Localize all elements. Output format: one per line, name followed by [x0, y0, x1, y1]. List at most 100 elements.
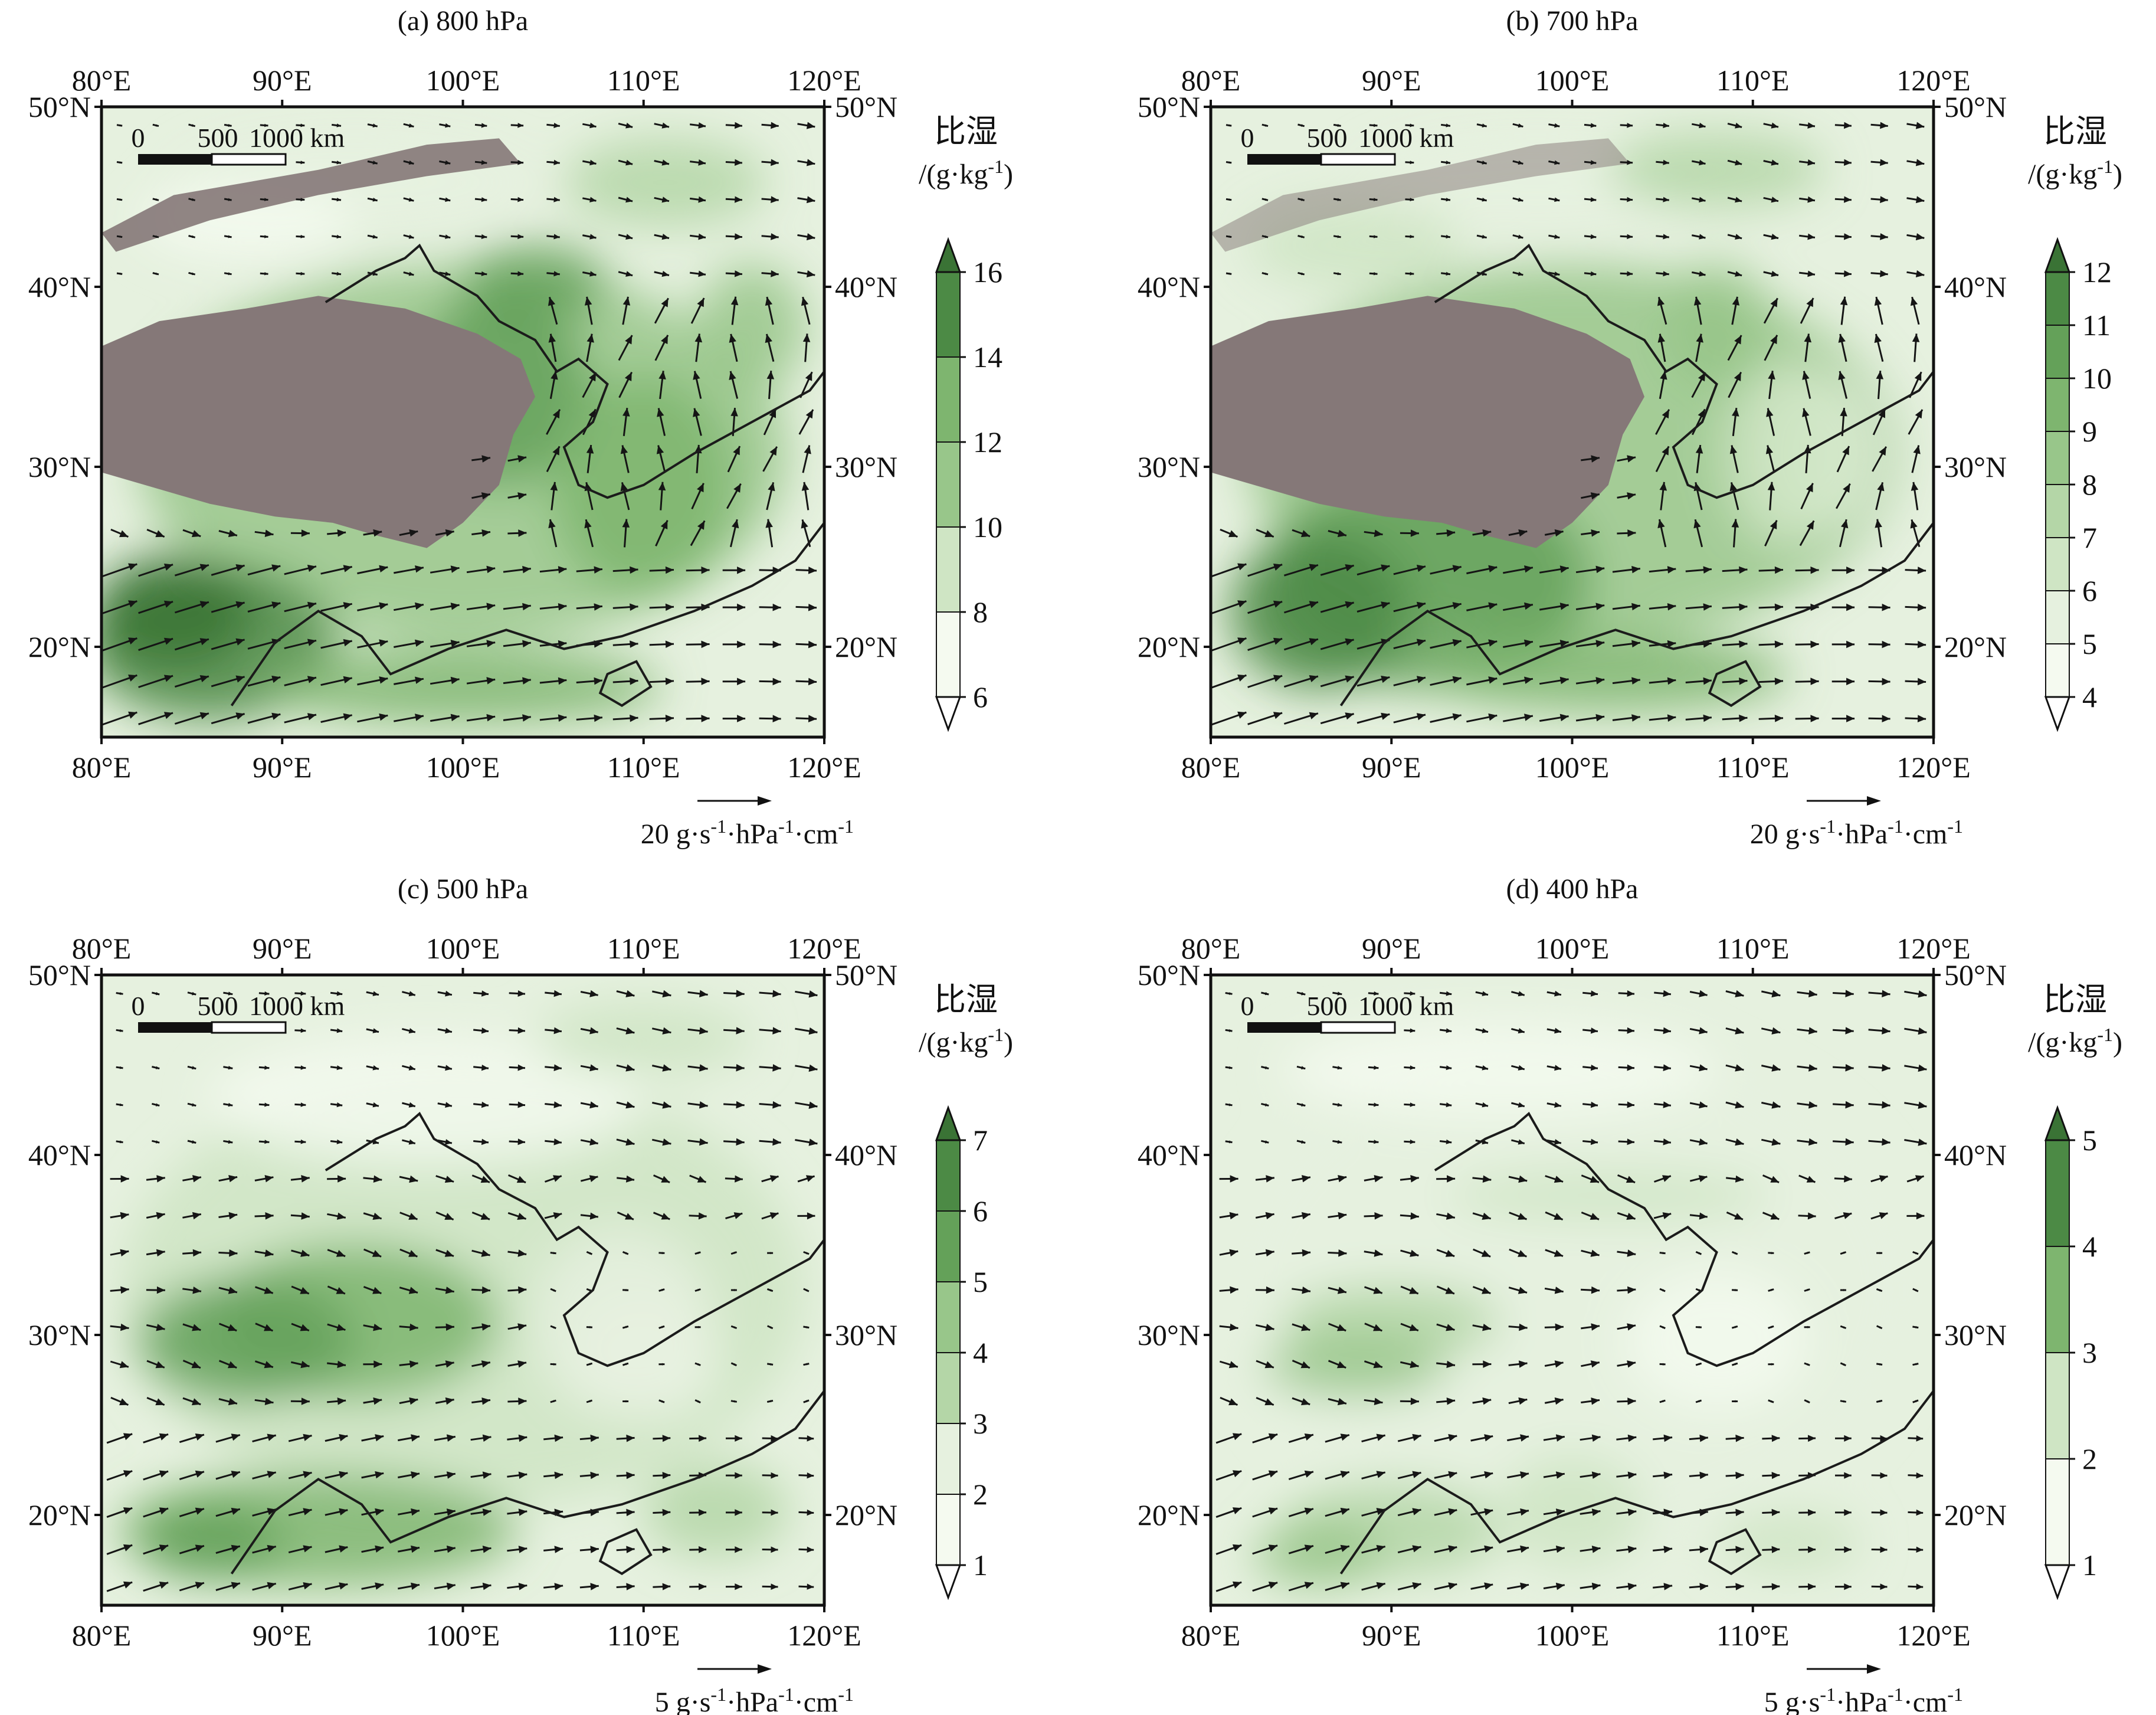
flux-arrow — [294, 1065, 306, 1070]
flux-arrow — [1333, 235, 1341, 238]
lat-tick-label-right: 20°N — [835, 1498, 897, 1531]
flux-arrow — [694, 1399, 701, 1403]
flux-arrow — [1763, 122, 1779, 129]
flux-arrow — [252, 1433, 277, 1443]
flux-arrow — [550, 1288, 556, 1292]
flux-arrow — [1466, 602, 1498, 611]
flux-arrow — [1225, 1140, 1233, 1144]
flux-arrow — [687, 1101, 708, 1109]
flux-arrow — [399, 1360, 418, 1368]
flux-arrow — [152, 123, 159, 127]
flux-arrow — [1911, 482, 1919, 510]
reference-unit-sup: -1 — [1820, 1684, 1836, 1705]
scale-bar: 0 500 1000 km — [1241, 991, 1454, 1034]
flux-arrow — [182, 1323, 201, 1331]
flux-arrow — [254, 1397, 274, 1405]
flux-arrow — [473, 1101, 489, 1108]
flux-arrow — [367, 234, 378, 239]
colorbar-segment — [936, 1281, 961, 1353]
flux-arrow — [1617, 1249, 1636, 1257]
flux-arrow — [543, 1434, 563, 1442]
flux-arrow — [1871, 1509, 1888, 1516]
flux-arrow — [296, 161, 305, 165]
flux-arrow — [1439, 1065, 1452, 1071]
flux-arrow — [1831, 678, 1855, 686]
flux-arrow — [1292, 1397, 1310, 1406]
flux-arrow — [1545, 1175, 1564, 1183]
flux-arrow — [726, 483, 742, 509]
colorbar-title: 比湿 — [2043, 114, 2107, 149]
flux-arrow — [290, 529, 310, 537]
flux-arrow — [1297, 271, 1305, 276]
flux-arrow — [1397, 1471, 1421, 1480]
flux-arrow — [689, 1435, 707, 1442]
flux-arrow — [474, 234, 487, 240]
flux-arrow — [182, 1212, 202, 1220]
flux-arrow — [1472, 1360, 1492, 1368]
flux-arrow — [471, 1212, 490, 1220]
flux-arrow — [1906, 159, 1925, 166]
humidity-shade — [1264, 1334, 1446, 1397]
flux-arrow — [658, 1252, 665, 1255]
flux-arrow — [188, 123, 196, 127]
flux-arrow — [394, 639, 424, 648]
flux-arrow — [507, 1323, 527, 1331]
flux-arrow — [218, 1212, 238, 1220]
flux-arrow — [654, 297, 669, 324]
flux-arrow — [1835, 1472, 1852, 1479]
humidity-shade — [1228, 532, 1410, 690]
flux-arrow — [1876, 1252, 1883, 1255]
flux-arrow — [1685, 603, 1712, 611]
hainan-island — [1708, 1528, 1762, 1575]
reference-unit-sup: -1 — [1820, 816, 1836, 837]
flux-arrow — [1731, 1362, 1738, 1366]
colorbar-unit-end: ) — [2113, 1027, 2122, 1058]
flux-arrow — [1356, 601, 1390, 613]
flux-arrow — [294, 991, 306, 996]
flux-arrow — [218, 1360, 237, 1369]
reference-arrow-head — [1867, 796, 1881, 806]
flux-arrow — [138, 564, 173, 577]
flux-arrow — [1840, 1289, 1846, 1291]
flux-arrow — [651, 1101, 671, 1109]
colorbar-title: 比湿 — [934, 982, 998, 1017]
flux-arrow — [1695, 1251, 1702, 1255]
flux-arrow — [291, 1249, 310, 1257]
flux-arrow — [550, 1399, 556, 1403]
flux-arrow — [1833, 990, 1854, 997]
flux-arrow — [1400, 529, 1419, 537]
flux-arrow — [1439, 991, 1452, 996]
lon-tick-label-top: 110°E — [1716, 932, 1790, 965]
flux-arrow — [797, 1212, 815, 1220]
flux-arrow — [252, 1471, 277, 1480]
humidity-shade — [1662, 264, 1771, 391]
flux-arrow — [1654, 1101, 1672, 1108]
flux-arrow — [1434, 1433, 1457, 1442]
flux-arrow — [1657, 519, 1667, 548]
reference-unit: ·cm — [1903, 1687, 1948, 1715]
flux-arrow — [179, 1507, 205, 1517]
flux-arrow — [1328, 1287, 1347, 1294]
flux-arrow — [723, 1101, 745, 1109]
colorbar-unit-main: /(g·kg — [919, 159, 988, 190]
colorbar-tick-label: 7 — [2082, 521, 2097, 554]
flux-arrow — [1868, 990, 1890, 997]
flux-arrow — [694, 1251, 701, 1255]
flux-arrow — [474, 123, 487, 128]
flux-arrow — [470, 1434, 492, 1442]
flux-arrow — [1875, 519, 1883, 548]
colorbar-tick-label: 11 — [2082, 309, 2111, 342]
flux-arrow — [729, 371, 739, 399]
flux-arrow — [725, 1175, 743, 1183]
flux-arrow — [723, 1138, 745, 1146]
lat-tick-label-left: 40°N — [1138, 1138, 1200, 1171]
flux-arrow — [686, 678, 710, 685]
flux-arrow — [654, 234, 670, 240]
flux-arrow — [1616, 1583, 1637, 1590]
flux-arrow — [1762, 1583, 1780, 1590]
colorbar-tick-label: 7 — [973, 1124, 988, 1157]
flux-arrow — [1400, 1397, 1419, 1405]
flux-arrow — [223, 991, 233, 996]
flux-arrow — [1659, 1363, 1666, 1366]
scale-label-0: 0 — [132, 123, 145, 153]
